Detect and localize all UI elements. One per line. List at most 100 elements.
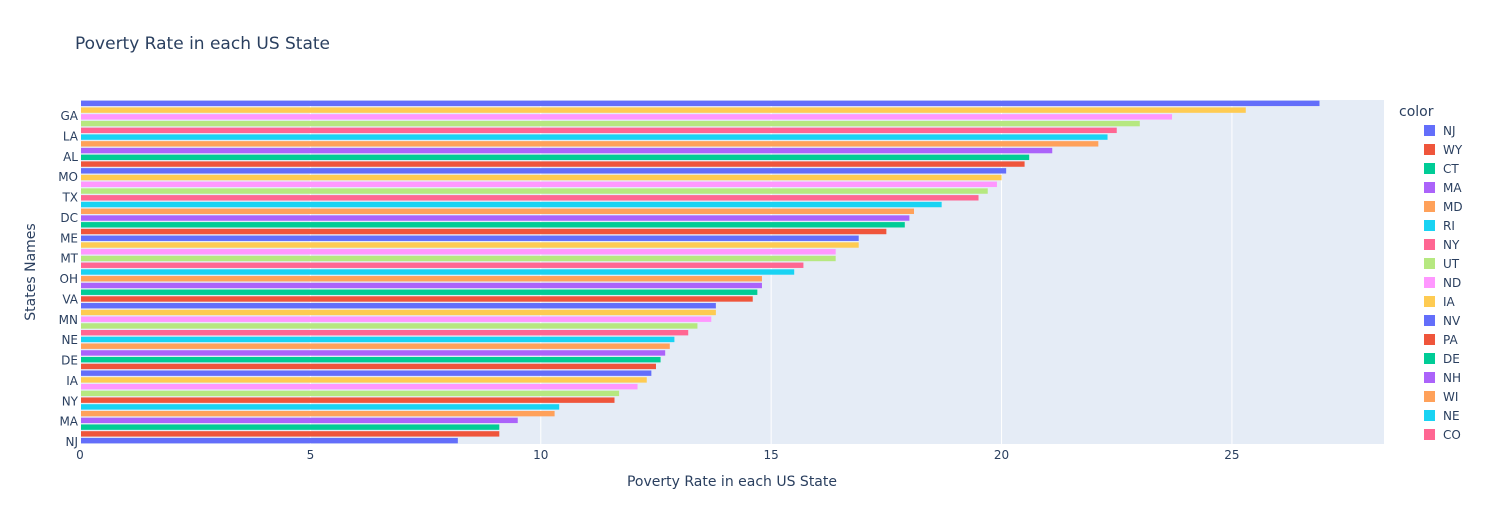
bar — [80, 336, 675, 343]
y-tick-label: GA — [60, 109, 78, 123]
legend-swatch — [1424, 315, 1435, 326]
bar — [80, 383, 638, 390]
bar — [80, 289, 758, 295]
bar — [80, 201, 942, 208]
bar — [80, 107, 1246, 113]
legend-swatch — [1424, 163, 1435, 174]
bar — [80, 161, 1025, 167]
bar — [80, 303, 716, 309]
bar — [80, 356, 661, 363]
bar — [80, 120, 1140, 127]
y-tick-label: NJ — [65, 435, 78, 449]
legend-swatch — [1424, 277, 1435, 288]
bar — [80, 141, 1099, 147]
legend-swatch — [1424, 429, 1435, 440]
bar — [80, 431, 500, 437]
bar — [80, 242, 859, 248]
bar — [80, 215, 910, 221]
y-tick-label: NE — [61, 333, 78, 347]
legend-label: NE — [1443, 409, 1460, 423]
legend-swatch — [1424, 372, 1435, 383]
bar — [80, 316, 712, 322]
y-tick-label: NY — [62, 394, 79, 408]
bar — [80, 127, 1117, 134]
bar — [80, 437, 458, 444]
bar — [80, 154, 1030, 161]
y-tick-label: TX — [61, 191, 78, 205]
legend-label: PA — [1443, 333, 1458, 347]
bar — [80, 174, 1002, 181]
bar — [80, 397, 615, 403]
bar — [80, 249, 836, 255]
x-tick-label: 0 — [76, 448, 84, 462]
bar — [80, 282, 762, 289]
chart-title: Poverty Rate in each US State — [75, 34, 331, 54]
legend-swatch — [1424, 144, 1435, 155]
bar — [80, 410, 555, 417]
x-tick-label: 5 — [307, 448, 315, 462]
bar — [80, 269, 795, 275]
legend-swatch — [1424, 125, 1435, 136]
bar — [80, 296, 753, 302]
bar — [80, 222, 905, 228]
y-tick-label: MA — [59, 415, 78, 429]
x-tick-label: 20 — [994, 448, 1009, 462]
y-tick-label: AL — [63, 150, 78, 164]
legend-swatch — [1424, 391, 1435, 402]
bar — [80, 255, 836, 262]
legend-label: CT — [1443, 162, 1459, 176]
legend-swatch — [1424, 220, 1435, 231]
legend-swatch — [1424, 201, 1435, 212]
legend-swatch — [1424, 296, 1435, 307]
y-axis-title: States Names — [23, 223, 39, 320]
y-tick-label: MT — [60, 252, 78, 266]
legend-swatch — [1424, 353, 1435, 364]
bar — [80, 343, 670, 349]
bar — [80, 370, 652, 376]
bar — [80, 168, 1007, 174]
legend-swatch — [1424, 239, 1435, 250]
legend-label: ND — [1443, 276, 1462, 290]
x-tick-label: 15 — [764, 448, 779, 462]
legend-title: color — [1399, 104, 1434, 120]
legend-label: MA — [1443, 181, 1462, 195]
legend-label: UT — [1443, 257, 1460, 271]
y-tick-label: DE — [61, 354, 78, 368]
x-tick-label: 25 — [1224, 448, 1239, 462]
x-axis-title: Poverty Rate in each US State — [627, 474, 837, 490]
bar — [80, 262, 804, 268]
y-tick-label: IA — [66, 374, 79, 388]
y-tick-label: LA — [63, 129, 79, 143]
legend-label: NY — [1443, 238, 1460, 252]
y-tick-label: ME — [60, 231, 78, 245]
legend-label: CO — [1443, 428, 1461, 442]
y-tick-label: OH — [60, 272, 78, 286]
bar — [80, 330, 689, 336]
legend-label: NV — [1443, 314, 1461, 328]
y-tick-label: MO — [58, 170, 78, 184]
bar — [80, 100, 1320, 107]
bar — [80, 208, 915, 214]
bar — [80, 390, 620, 397]
bar — [80, 228, 887, 235]
bar — [80, 195, 979, 201]
bar — [80, 235, 859, 241]
legend-label: RI — [1443, 219, 1455, 233]
bar — [80, 181, 997, 188]
bar — [80, 114, 1173, 120]
bar — [80, 424, 500, 430]
bar — [80, 188, 988, 194]
legend-swatch — [1424, 334, 1435, 345]
bar — [80, 417, 518, 424]
bar — [80, 276, 762, 282]
legend-label: DE — [1443, 352, 1460, 366]
x-tick-label: 10 — [533, 448, 548, 462]
y-tick-label: VA — [62, 292, 78, 306]
legend-label: WI — [1443, 390, 1459, 404]
bar — [80, 134, 1108, 140]
bar — [80, 363, 656, 370]
y-tick-label: MN — [59, 313, 78, 327]
bar — [80, 309, 716, 316]
legend-swatch — [1424, 182, 1435, 193]
bar — [80, 404, 560, 410]
